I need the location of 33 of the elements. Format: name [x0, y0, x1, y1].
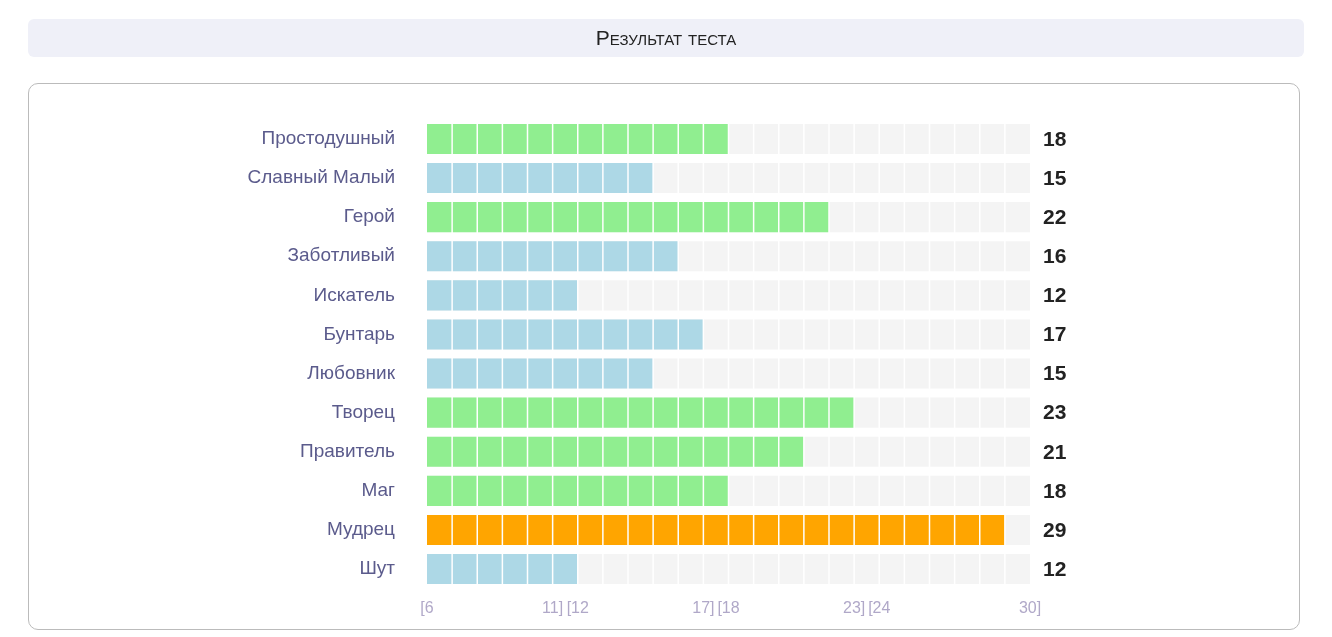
- data-label: 12: [1043, 556, 1067, 580]
- y-tick-label: Герой: [343, 205, 395, 227]
- y-tick-label: Правитель: [300, 439, 396, 461]
- x-tick-label: [18: [717, 598, 740, 616]
- data-label: 12: [1043, 283, 1067, 307]
- data-label: 29: [1043, 517, 1067, 541]
- data-label: 15: [1043, 165, 1067, 189]
- data-label: 18: [1043, 126, 1067, 150]
- x-tick-label: [6: [420, 598, 434, 616]
- y-tick-label: Простодушный: [261, 127, 395, 149]
- x-tick-label: 17]: [692, 598, 715, 616]
- data-label: 17: [1043, 322, 1067, 346]
- y-tick-label: Творец: [331, 400, 396, 422]
- y-tick-label: Искатель: [313, 283, 396, 305]
- x-tick-label: [24: [868, 598, 891, 616]
- chart-title: Результат теста: [28, 19, 1304, 57]
- data-label: 23: [1043, 400, 1067, 424]
- data-label: 15: [1043, 361, 1067, 385]
- y-tick-label: Маг: [361, 479, 396, 501]
- x-tick-label: 11]: [542, 598, 564, 616]
- y-tick-label: Бунтарь: [323, 322, 396, 344]
- x-tick-label: [12: [566, 598, 589, 616]
- data-label: 16: [1043, 244, 1067, 268]
- y-tick-label: Мудрец: [326, 518, 396, 540]
- x-tick-label: 30]: [1018, 598, 1042, 616]
- y-tick-label: Любовник: [307, 361, 396, 383]
- data-label: 18: [1043, 478, 1067, 502]
- data-label: 22: [1043, 204, 1067, 228]
- data-label: 21: [1043, 439, 1067, 463]
- y-tick-label: Шут: [359, 557, 396, 579]
- y-tick-label: Заботливый: [287, 244, 395, 266]
- y-tick-label: Славный Малый: [247, 166, 395, 188]
- x-tick-label: 23]: [843, 598, 866, 616]
